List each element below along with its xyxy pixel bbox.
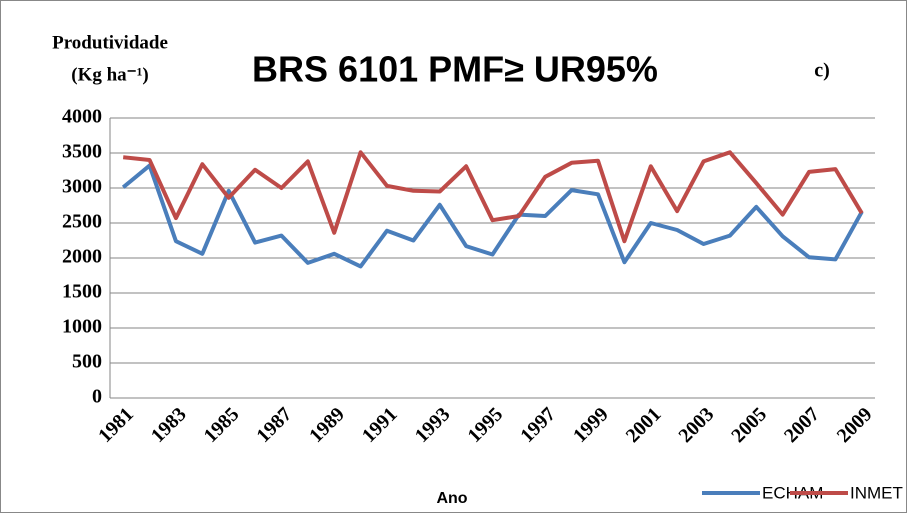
legend-label: INMET (850, 483, 903, 502)
y-tick-label: 1500 (62, 281, 102, 303)
y-tick-label: 500 (72, 351, 102, 373)
annotation: c) (814, 60, 830, 82)
line-series (122, 150, 864, 244)
x-axis-label: Ano (436, 490, 467, 507)
y-tick-label: 2000 (62, 246, 102, 268)
line-series (121, 163, 864, 269)
y-tick-label: 3500 (62, 141, 102, 163)
y-tick-label: 1000 (62, 316, 102, 338)
chart-title: BRS 6101 PMF≥ UR95% (252, 49, 658, 90)
y-tick-label: 2500 (62, 211, 102, 233)
y-tick-label: 0 (92, 386, 102, 408)
y-axis-label: (Kg ha⁻¹) (71, 64, 148, 85)
y-tick-label: 3000 (62, 176, 102, 198)
y-axis-label: Produtividade (52, 32, 168, 53)
y-tick-label: 4000 (62, 106, 102, 128)
